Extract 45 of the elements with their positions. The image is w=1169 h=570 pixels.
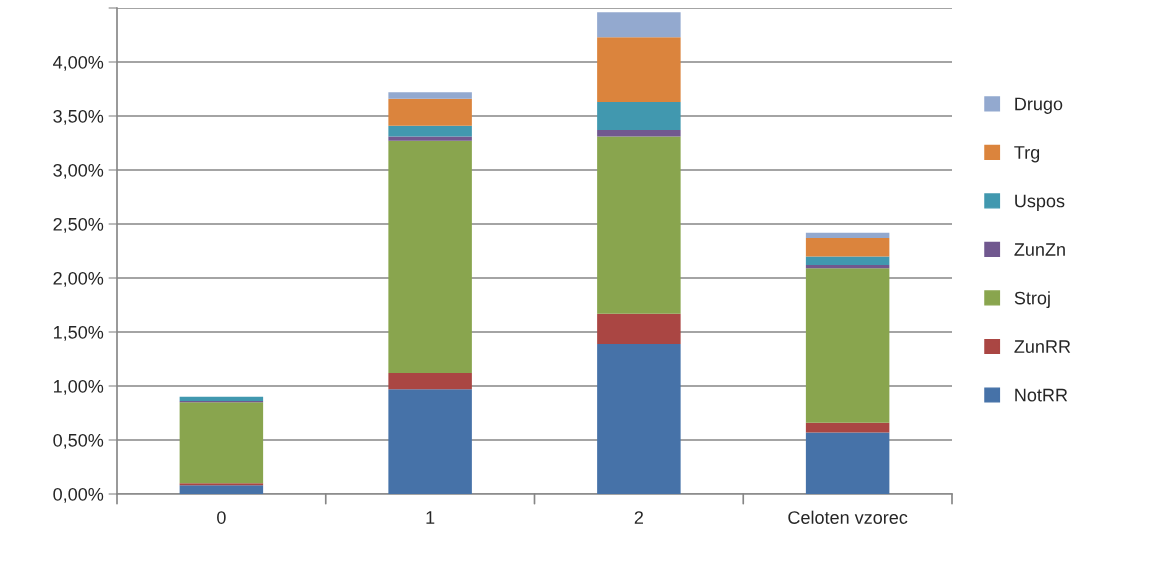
bar xyxy=(597,37,681,102)
bar xyxy=(388,92,472,99)
bar xyxy=(388,125,472,137)
legend-label: Stroj xyxy=(1014,291,1050,308)
legend-label: NotRR xyxy=(1015,388,1068,402)
bar xyxy=(179,402,264,484)
bar xyxy=(388,389,472,494)
bar xyxy=(597,343,681,494)
bar xyxy=(805,232,890,239)
legend-label: Drugo xyxy=(1015,97,1063,114)
y-tick-label: 1,50% xyxy=(53,325,104,341)
y-tick-label: 1,00% xyxy=(53,379,104,395)
bar xyxy=(388,98,472,126)
y-tick-label: 3,00% xyxy=(53,163,104,179)
bar xyxy=(805,422,890,433)
legend-label: ZunZn xyxy=(1014,243,1065,256)
bar xyxy=(179,483,264,486)
bar xyxy=(597,101,681,131)
legend-label: Uspos xyxy=(1015,194,1065,211)
bar xyxy=(388,140,472,374)
bar xyxy=(805,238,890,257)
bar xyxy=(805,432,890,494)
y-tick-label: 3,50% xyxy=(53,109,104,125)
bar xyxy=(179,396,264,402)
bar xyxy=(597,136,681,314)
legend-label: Trg xyxy=(1014,146,1040,163)
y-tick-label: 0,00% xyxy=(53,487,104,503)
bar xyxy=(805,268,890,423)
bar xyxy=(388,136,472,141)
y-tick-label: 2,50% xyxy=(53,217,104,233)
x-tick-label: Celoten vzorec xyxy=(788,510,908,524)
bar xyxy=(597,12,681,38)
legend-label: ZunRR xyxy=(1014,340,1071,353)
bar xyxy=(179,485,264,494)
bar xyxy=(805,265,890,269)
x-tick-label: 0 xyxy=(217,511,226,524)
x-tick-label: 1 xyxy=(426,511,435,524)
y-tick-label: 4,00% xyxy=(53,55,104,71)
bar xyxy=(388,373,472,390)
x-tick-label: 2 xyxy=(634,511,643,524)
bar xyxy=(805,256,890,266)
bar xyxy=(597,313,681,344)
y-tick-label: 0,50% xyxy=(53,433,104,449)
y-tick-label: 2,00% xyxy=(53,271,104,287)
bar xyxy=(597,130,681,137)
